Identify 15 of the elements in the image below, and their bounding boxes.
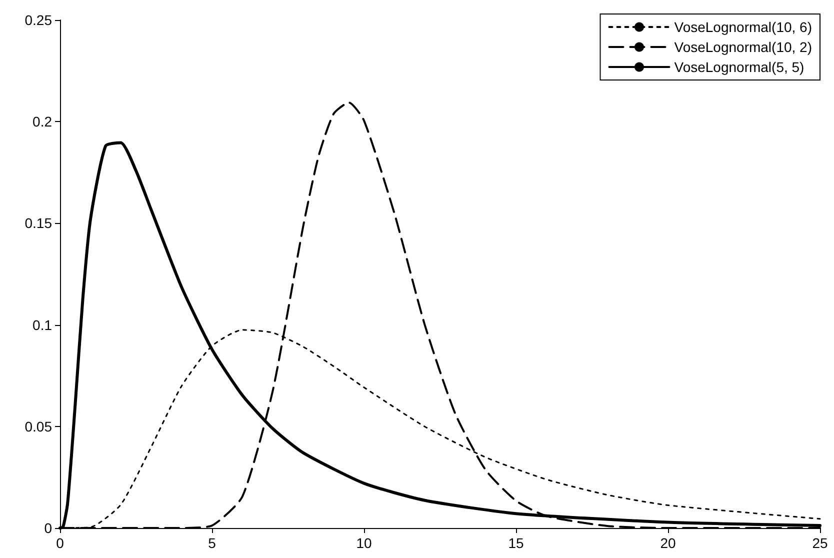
x-tick-label: 0 <box>56 535 64 551</box>
legend-label: VoseLognormal(5, 5) <box>674 59 804 75</box>
y-tick-label: 0.1 <box>32 316 52 333</box>
x-tick-label: 10 <box>356 535 372 551</box>
legend-label: VoseLognormal(10, 2) <box>674 39 812 55</box>
legend-label: VoseLognormal(10, 6) <box>674 19 812 35</box>
y-tick-label: 0.25 <box>24 12 52 28</box>
x-tick-label: 20 <box>660 535 676 551</box>
y-tick-label: 0.15 <box>24 215 52 232</box>
y-tick-label: 0 <box>44 520 52 536</box>
x-tick-label: 25 <box>812 535 828 551</box>
y-tick-label: 0.2 <box>32 114 52 130</box>
y-tick-label: 0.05 <box>24 418 52 434</box>
x-tick-label: 5 <box>208 535 216 551</box>
x-tick-label: 15 <box>508 535 524 551</box>
